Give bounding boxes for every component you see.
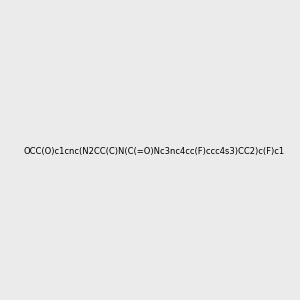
Text: OCC(O)c1cnc(N2CC(C)N(C(=O)Nc3nc4cc(F)ccc4s3)CC2)c(F)c1: OCC(O)c1cnc(N2CC(C)N(C(=O)Nc3nc4cc(F)ccc… — [23, 147, 284, 156]
